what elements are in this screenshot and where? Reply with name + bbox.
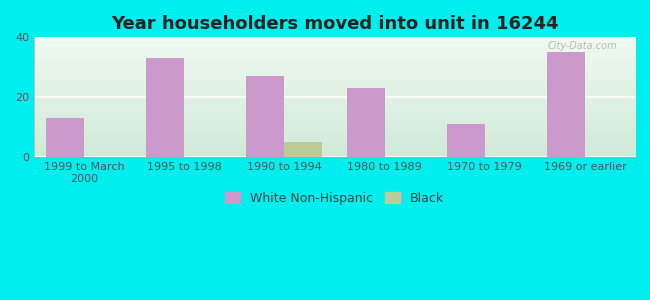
Bar [346,88,385,157]
Legend: White Non-Hispanic, Black: White Non-Hispanic, Black [225,192,445,205]
Text: City-Data.com: City-Data.com [547,41,617,51]
Bar [146,58,184,157]
Bar [447,124,485,157]
Bar [246,76,285,157]
Bar [46,118,84,157]
Title: Year householders moved into unit in 16244: Year householders moved into unit in 162… [111,15,558,33]
Bar [547,52,585,157]
Bar [285,142,322,157]
